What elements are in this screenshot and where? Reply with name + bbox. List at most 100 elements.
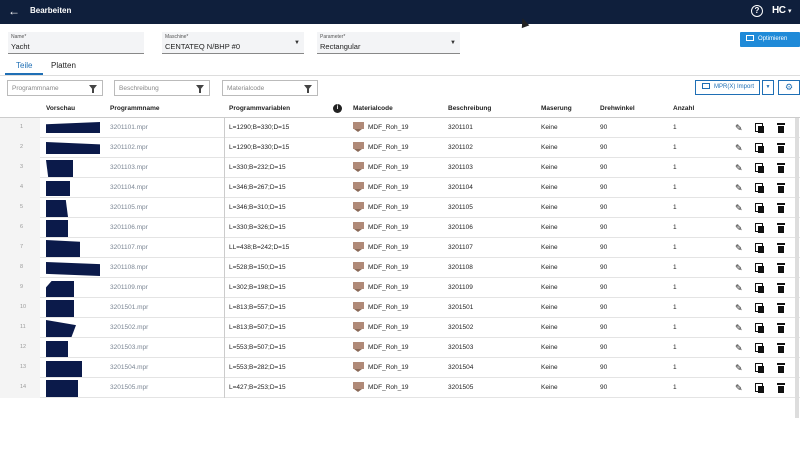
table-row[interactable]: 9 3201109.mpr L=302;B=198;D=15 MDF_Roh_1… [0,278,800,298]
scrollbar[interactable] [795,118,799,418]
pencil-icon[interactable]: ✎ [735,183,743,193]
row-number-cell [0,298,40,318]
parameter-select[interactable]: Parameter* Rectangular ▼ [317,32,460,54]
trash-icon[interactable] [777,343,785,353]
brand-logo[interactable]: HC [772,5,786,16]
copy-icon[interactable] [755,383,764,393]
table-row[interactable]: 5 3201105.mpr L=346;B=310;D=15 MDF_Roh_1… [0,198,800,218]
copy-icon[interactable] [755,223,764,233]
table-row[interactable]: 8 3201108.mpr L=528;B=150;D=15 MDF_Roh_1… [0,258,800,278]
anzahl-cell: 1 [673,384,677,391]
copy-icon[interactable] [755,323,764,333]
copy-icon[interactable] [755,123,764,133]
col-programmvariablen[interactable]: Programmvariablen [229,105,291,112]
preview-shape [46,122,100,133]
back-arrow-icon[interactable]: ← [8,4,20,18]
material-icon [353,282,364,292]
beschreibung-filter[interactable]: Beschreibung [114,80,210,96]
funnel-icon[interactable] [196,85,204,93]
settings-gear-icon[interactable]: ⚙ [778,80,800,95]
trash-icon[interactable] [777,243,785,253]
copy-icon[interactable] [755,163,764,173]
pencil-icon[interactable]: ✎ [735,223,743,233]
pencil-icon[interactable]: ✎ [735,123,743,133]
trash-icon[interactable] [777,303,785,313]
programmname-cell: 3201503.mpr [110,344,149,351]
pencil-icon[interactable]: ✎ [735,383,743,393]
tab-platten[interactable]: Platten [51,61,76,70]
trash-icon[interactable] [777,203,785,213]
materialcode-cell: MDF_Roh_19 [368,184,409,191]
pencil-icon[interactable]: ✎ [735,343,743,353]
import-menu-button[interactable]: ▼ [762,80,774,95]
tab-teile[interactable]: Teile [16,61,33,70]
copy-icon[interactable] [755,143,764,153]
trash-icon[interactable] [777,263,785,273]
table-row[interactable]: 11 3201502.mpr L=813;B=507;D=15 MDF_Roh_… [0,318,800,338]
copy-icon[interactable] [755,203,764,213]
pencil-icon[interactable]: ✎ [735,363,743,373]
programmname-cell: 3201108.mpr [110,264,148,271]
table-row[interactable]: 14 3201505.mpr L=427;B=253;D=15 MDF_Roh_… [0,378,800,398]
copy-icon[interactable] [755,263,764,273]
help-icon[interactable]: ? [751,5,763,17]
table-row[interactable]: 1 3201101.mpr L=1290;B=330;D=15 MDF_Roh_… [0,118,800,138]
pencil-icon[interactable]: ✎ [735,243,743,253]
materialcode-filter[interactable]: Materialcode [222,80,318,96]
pencil-icon[interactable]: ✎ [735,163,743,173]
machine-select[interactable]: Maschine* CENTATEQ N/BHP #0 ▼ [162,32,304,54]
pencil-icon[interactable]: ✎ [735,203,743,213]
funnel-icon[interactable] [89,85,97,93]
table-row[interactable]: 4 3201104.mpr L=346;B=267;D=15 MDF_Roh_1… [0,178,800,198]
pencil-icon[interactable]: ✎ [735,323,743,333]
table-row[interactable]: 7 3201107.mpr LL=438;B=242;D=15 MDF_Roh_… [0,238,800,258]
col-anzahl[interactable]: Anzahl [673,105,695,112]
table-row[interactable]: 10 3201501.mpr L=813;B=557;D=15 MDF_Roh_… [0,298,800,318]
trash-icon[interactable] [777,363,785,373]
trash-icon[interactable] [777,123,785,133]
table-row[interactable]: 3 3201103.mpr L=330;B=232;D=15 MDF_Roh_1… [0,158,800,178]
col-materialcode[interactable]: Materialcode [353,105,393,112]
copy-icon[interactable] [755,243,764,253]
copy-icon[interactable] [755,283,764,293]
programmname-cell: 3201504.mpr [110,364,149,371]
info-icon[interactable]: i [333,104,342,113]
trash-icon[interactable] [777,283,785,293]
materialcode-cell: MDF_Roh_19 [368,284,409,291]
trash-icon[interactable] [777,323,785,333]
trash-icon[interactable] [777,163,785,173]
table-row[interactable]: 12 3201503.mpr L=553;B=507;D=15 MDF_Roh_… [0,338,800,358]
pencil-icon[interactable]: ✎ [735,283,743,293]
mpr-import-button[interactable]: MPR(X) Import [695,80,760,95]
funnel-icon[interactable] [304,85,312,93]
optimize-button[interactable]: Optimieren [740,32,800,47]
trash-icon[interactable] [777,183,785,193]
col-vorschau[interactable]: Vorschau [46,105,76,112]
chevron-down-icon[interactable]: ▾ [788,8,792,15]
materialcode-cell: MDF_Roh_19 [368,364,409,371]
programmname-filter[interactable]: Programmname [7,80,103,96]
materialcode-cell: MDF_Roh_19 [368,304,409,311]
trash-icon[interactable] [777,223,785,233]
trash-icon[interactable] [777,143,785,153]
drehwinkel-cell: 90 [600,324,608,331]
col-maserung[interactable]: Maserung [541,105,572,112]
copy-icon[interactable] [755,343,764,353]
name-field[interactable]: Name* Yacht [8,32,144,54]
table-row[interactable]: 2 3201102.mpr L=1290;B=330;D=15 MDF_Roh_… [0,138,800,158]
table-row[interactable]: 13 3201504.mpr L=553;B=282;D=15 MDF_Roh_… [0,358,800,378]
pencil-icon[interactable]: ✎ [735,263,743,273]
col-programmname[interactable]: Programmname [110,105,160,112]
copy-icon[interactable] [755,183,764,193]
column-separator [224,298,225,318]
materialcode-cell: MDF_Roh_19 [368,124,409,131]
pencil-icon[interactable]: ✎ [735,303,743,313]
table-row[interactable]: 6 3201106.mpr L=330;B=326;D=15 MDF_Roh_1… [0,218,800,238]
chevron-down-icon: ▼ [450,40,456,46]
col-drehwinkel[interactable]: Drehwinkel [600,105,635,112]
trash-icon[interactable] [777,383,785,393]
col-beschreibung[interactable]: Beschreibung [448,105,492,112]
copy-icon[interactable] [755,363,764,373]
pencil-icon[interactable]: ✎ [735,143,743,153]
copy-icon[interactable] [755,303,764,313]
